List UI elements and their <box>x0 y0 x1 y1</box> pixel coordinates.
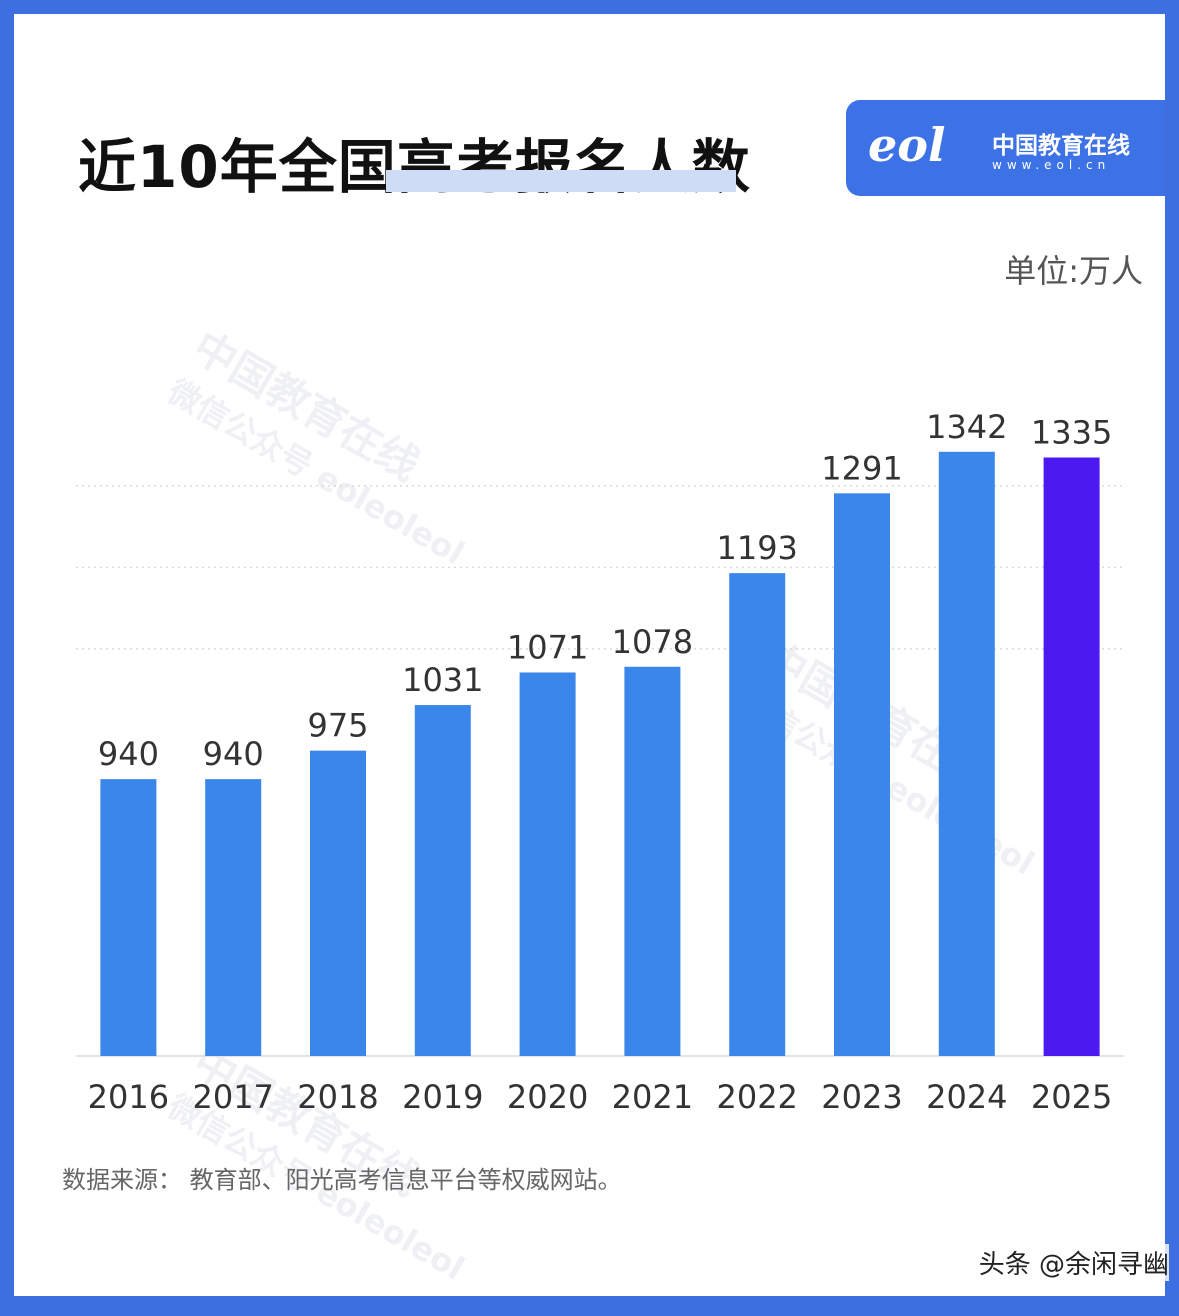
x-tick-label: 2023 <box>821 1078 902 1116</box>
data-source-note: 数据来源： 教育部、阳光高考信息平台等权威网站。 <box>62 1166 622 1194</box>
bar <box>414 705 471 1056</box>
bar-value-label: 1342 <box>926 408 1007 446</box>
x-tick-label: 2022 <box>716 1078 797 1116</box>
author-attribution: 头条 @余闲寻幽 <box>978 1244 1169 1281</box>
x-tick-label: 2020 <box>507 1078 588 1116</box>
x-tick-label: 2018 <box>297 1078 378 1116</box>
bar <box>100 779 157 1056</box>
bar-value-label: 940 <box>203 735 264 773</box>
bar-value-label: 1031 <box>402 661 483 699</box>
bar-value-label: 975 <box>307 707 368 745</box>
x-tick-label: 2016 <box>88 1078 169 1116</box>
eol-logo-name: 中国教育在线 <box>992 133 1130 159</box>
bar <box>938 451 995 1056</box>
bar-value-label: 1291 <box>821 449 902 487</box>
bar-value-label: 1071 <box>507 628 588 666</box>
bar-chart: 940 2016 940 2017 975 2018 1031 2019 1071 2020 107… <box>76 408 1124 1116</box>
x-tick-label: 2017 <box>192 1078 273 1116</box>
eol-logo: eol 中国教育在线 www.eol.cn <box>846 100 1165 196</box>
bar <box>729 573 786 1056</box>
bar <box>834 493 890 1056</box>
bar-value-label: 1335 <box>1031 414 1112 452</box>
x-tick-label: 2019 <box>402 1078 483 1116</box>
eol-logo-mark: eol <box>868 118 946 172</box>
bar <box>205 779 262 1056</box>
bar <box>624 666 681 1056</box>
x-tick-label: 2021 <box>612 1078 693 1116</box>
x-tick-label: 2025 <box>1031 1078 1112 1116</box>
bar-value-label: 1193 <box>716 529 797 567</box>
bar <box>310 750 366 1056</box>
chart-card: 近10年全国高考报名人数 eol 中国教育在线 www.eol.cn 单位:万人… <box>14 14 1165 1296</box>
unit-label: 单位:万人 <box>1004 252 1143 290</box>
bar <box>1043 457 1100 1056</box>
bar <box>519 672 576 1056</box>
x-tick-label: 2024 <box>926 1078 1007 1116</box>
bar-value-label: 1078 <box>612 623 693 661</box>
title-highlight <box>386 170 736 192</box>
bar-value-label: 940 <box>98 735 159 773</box>
eol-logo-url: www.eol.cn <box>992 158 1111 172</box>
